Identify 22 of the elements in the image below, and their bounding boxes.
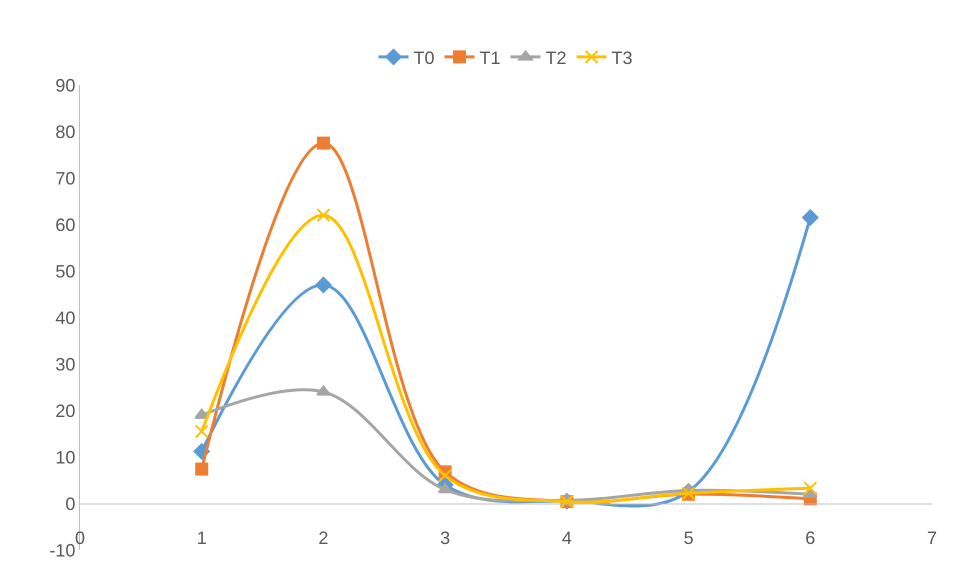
legend-label: T1 — [480, 48, 501, 68]
x-tick-label: 1 — [196, 528, 207, 548]
y-tick-label: 70 — [55, 168, 76, 188]
y-tick-label: 10 — [55, 447, 76, 468]
y-tick-label: 30 — [55, 354, 76, 374]
x-tick-label: 4 — [562, 528, 572, 548]
y-tick-label: 80 — [55, 122, 76, 142]
x-tick-label: 7 — [926, 528, 938, 548]
y-tick-label: 20 — [55, 400, 76, 421]
y-tick-label: 90 — [55, 75, 76, 96]
x-tick-label: 3 — [440, 528, 450, 548]
y-tick-label: 0 — [65, 494, 76, 514]
x-tick-label: 6 — [805, 528, 816, 548]
x-tick-label: 5 — [684, 528, 694, 548]
legend-label: T2 — [546, 48, 567, 68]
y-tick-label: -10 — [49, 540, 76, 560]
legend-label: T0 — [414, 48, 435, 68]
y-tick-label: 40 — [55, 308, 76, 328]
x-tick-label: 2 — [318, 528, 328, 548]
legend-label: T3 — [612, 48, 633, 68]
y-tick-label: 50 — [55, 261, 76, 282]
y-tick-label: 60 — [55, 214, 76, 235]
